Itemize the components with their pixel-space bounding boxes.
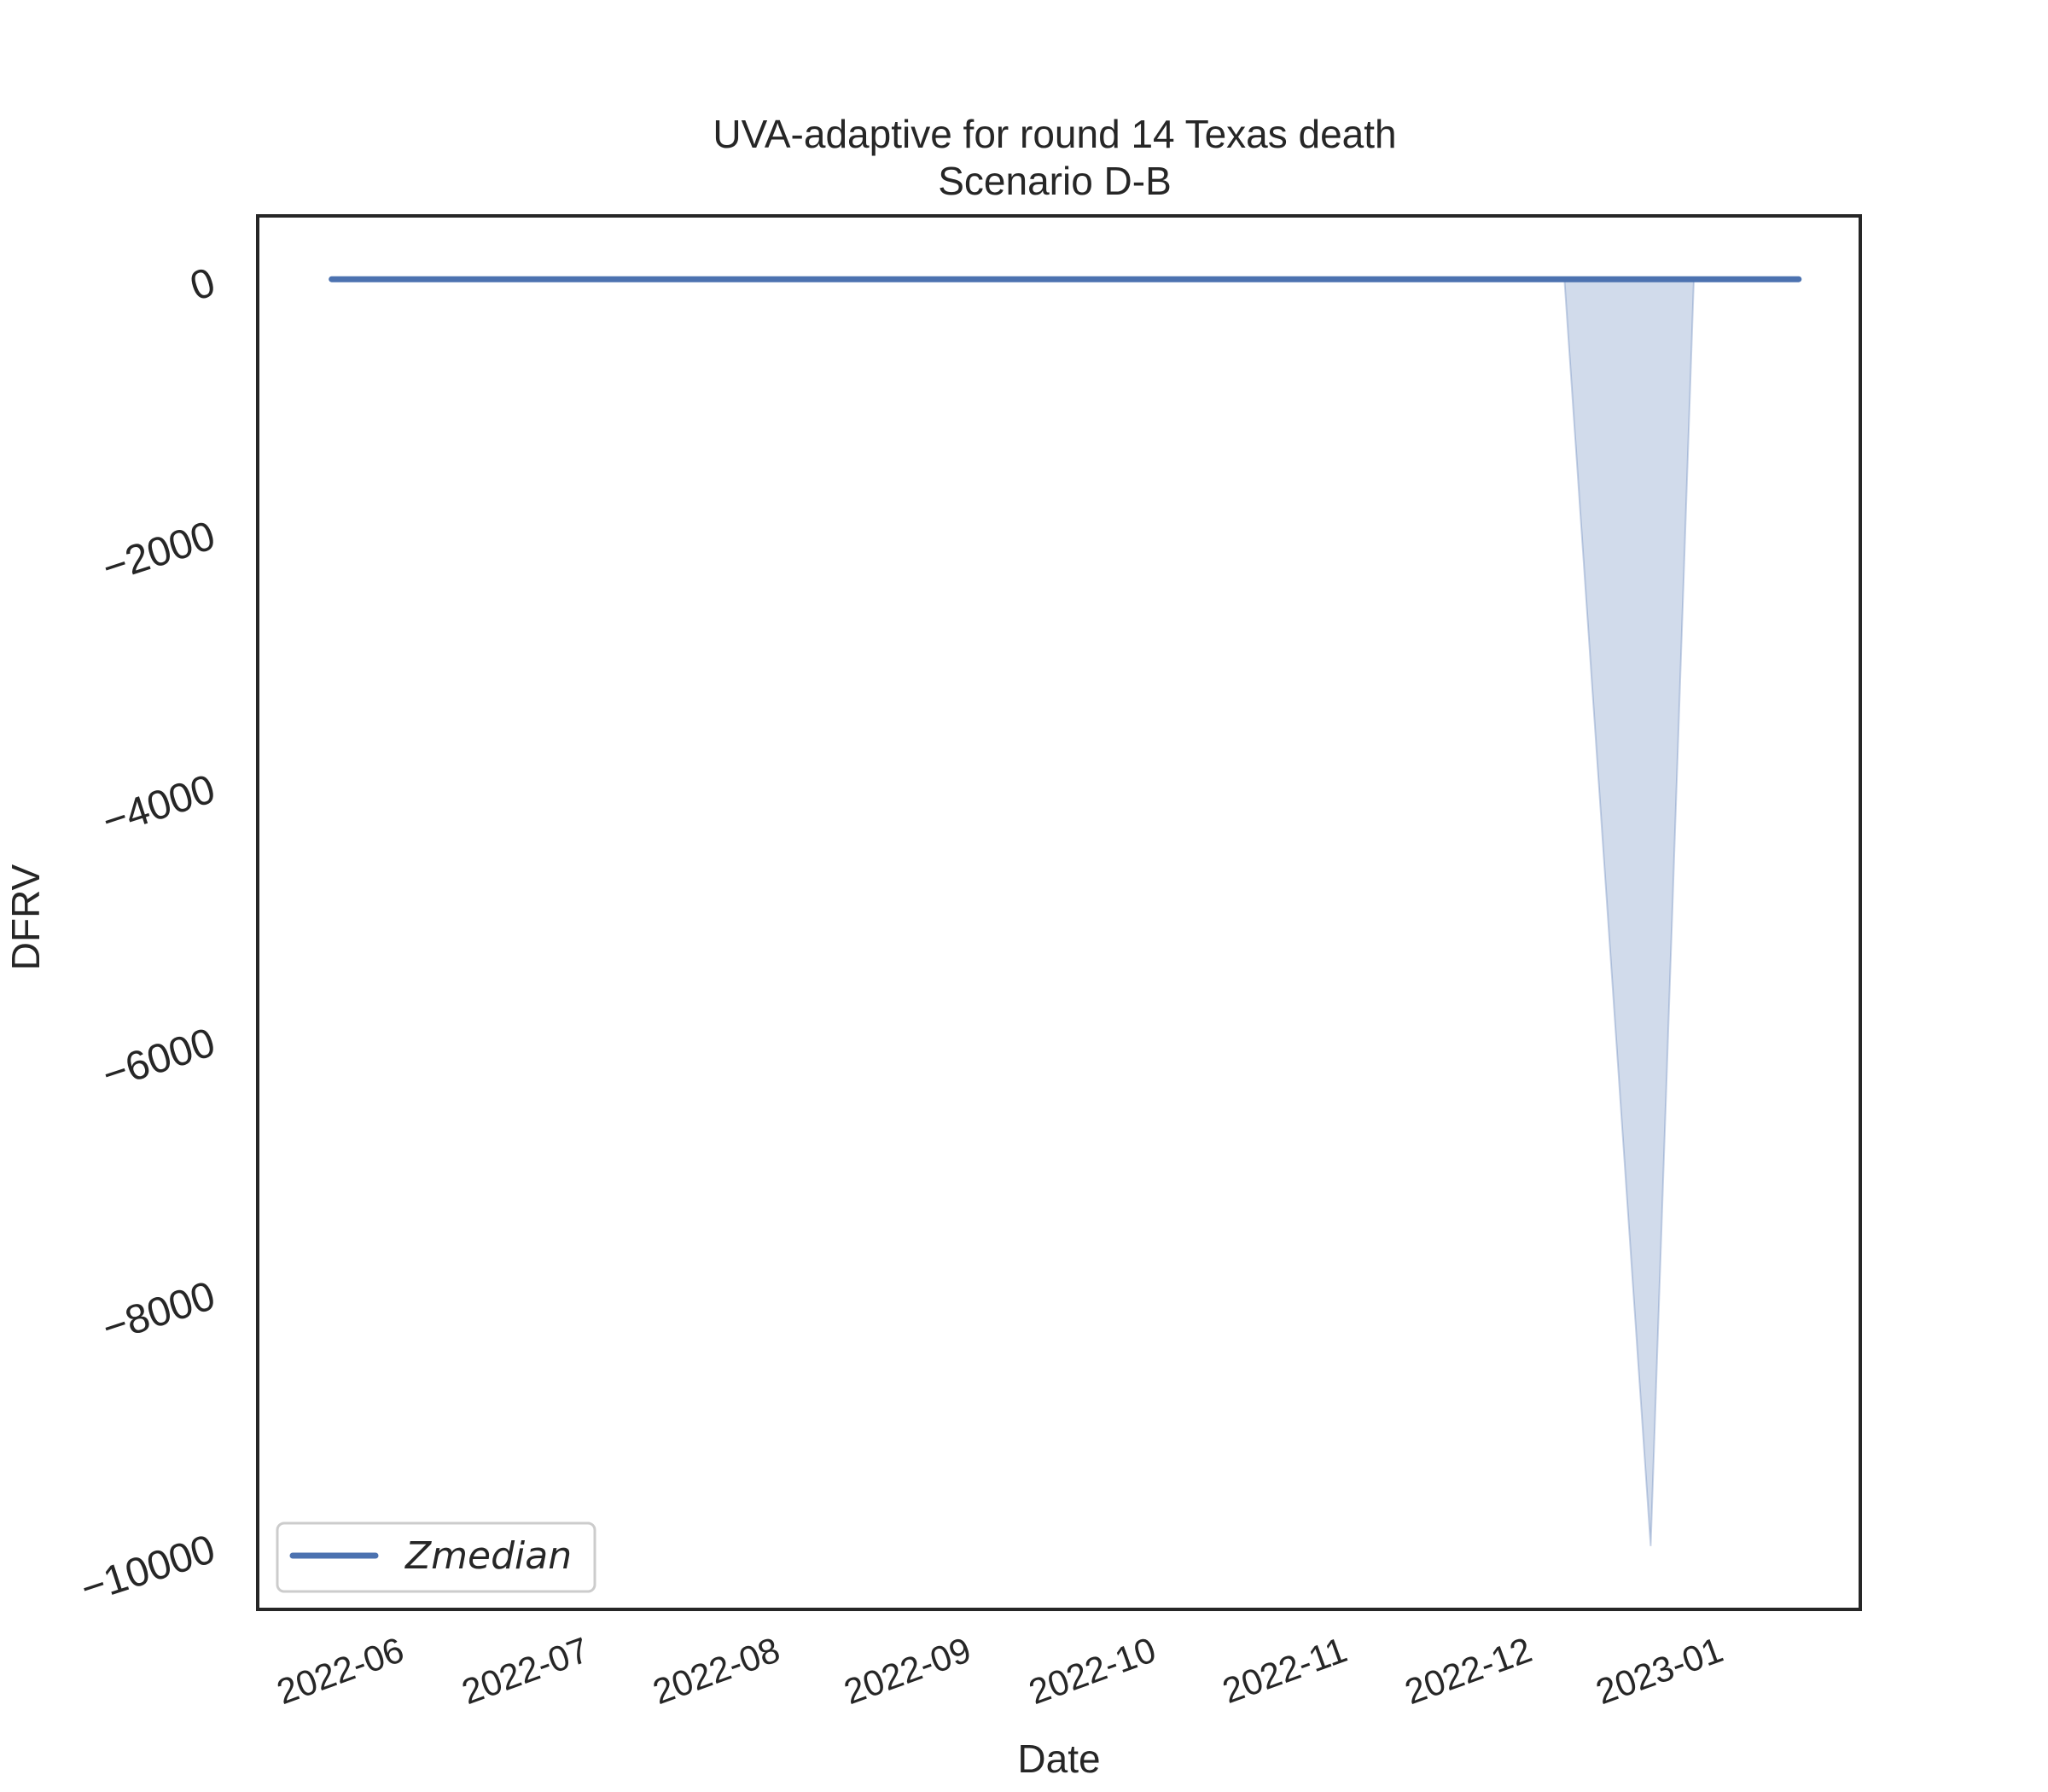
x-tick-label: 2023-01 <box>1591 1629 1728 1712</box>
x-tick-label: 2022-06 <box>271 1629 409 1712</box>
y-tick-label: −10000 <box>75 1527 220 1612</box>
legend-label-zmedian: Zmedian <box>404 1534 572 1578</box>
plot-area <box>258 216 1860 1609</box>
y-tick-label: −2000 <box>97 513 221 591</box>
chart-title: UVA-adaptive for round 14 Texas death <box>713 112 1396 156</box>
plot-background <box>258 216 1860 1609</box>
x-tick-labels: 2022-06 2022-07 2022-08 2022-09 2022-10 2022-… <box>271 1629 1728 1712</box>
x-axis-label: Date <box>1017 1737 1100 1781</box>
x-tick-label: 2022-09 <box>839 1629 976 1712</box>
y-tick-label: 0 <box>185 259 221 310</box>
y-axis-label: DFRV <box>3 864 48 970</box>
chart-subtitle: Scenario D-B <box>938 159 1172 203</box>
y-tick-label: −6000 <box>97 1020 221 1098</box>
y-tick-label: −4000 <box>97 766 221 845</box>
plot-frame <box>256 214 1862 1611</box>
y-tick-label: −8000 <box>97 1273 221 1352</box>
x-tick-label: 2022-10 <box>1023 1629 1161 1712</box>
y-tick-labels: 0 −2000 −4000 −6000 −8000 −10000 <box>75 259 220 1612</box>
legend: Zmedian <box>276 1521 596 1593</box>
x-tick-label: 2022-11 <box>1217 1629 1352 1711</box>
x-tick-label: 2022-08 <box>648 1629 785 1712</box>
x-tick-label: 2022-07 <box>457 1629 594 1712</box>
legend-box <box>276 1521 596 1593</box>
x-tick-label: 2022-12 <box>1399 1629 1537 1712</box>
